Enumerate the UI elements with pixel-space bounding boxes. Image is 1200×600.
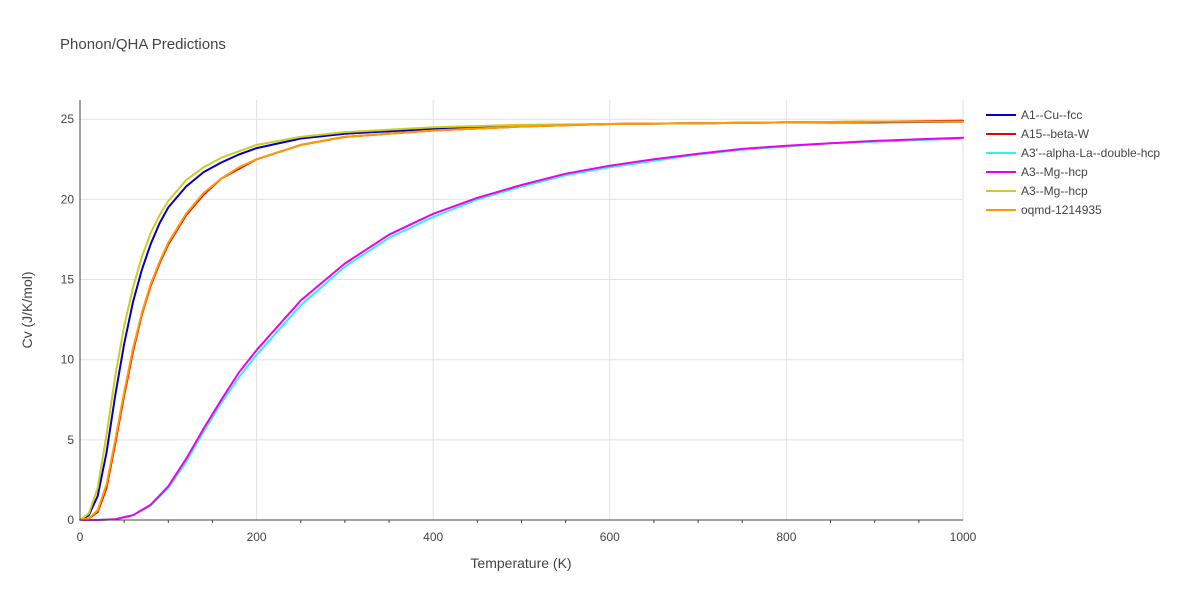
series-line-5	[79, 120, 964, 521]
legend-label-3[interactable]: A3'--alpha-La--double-hcp	[1021, 146, 1160, 160]
legend-label-4[interactable]: A3--Mg--hcp	[1021, 165, 1088, 179]
x-tick-label: 800	[776, 530, 796, 544]
chart-title: Phonon/QHA Predictions	[60, 36, 226, 53]
y-tick-label: 25	[61, 112, 75, 126]
y-tick-label: 0	[67, 513, 74, 527]
y-tick-label: 20	[61, 192, 75, 206]
x-tick-label: 600	[600, 530, 620, 544]
y-axis-title: Cv (J/K/mol)	[19, 272, 35, 349]
x-tick-label: 400	[423, 530, 443, 544]
x-tick-label: 0	[77, 530, 84, 544]
legend-layer: A1--Cu--fcc A15--beta-W A3'--alpha-La--dou…	[986, 108, 1160, 217]
x-tick-label: 200	[247, 530, 267, 544]
legend-label-2[interactable]: A15--beta-W	[1021, 127, 1090, 141]
series-line-4	[79, 136, 964, 521]
series-line-2	[79, 119, 964, 521]
y-tick-label: 5	[67, 433, 74, 447]
series-line-3	[79, 137, 964, 521]
grid-layer	[80, 100, 964, 520]
x-tick-label: 1000	[950, 530, 977, 544]
y-tick-label: 10	[61, 353, 75, 367]
y-tick-label: 15	[61, 273, 75, 287]
series-line-6	[79, 120, 964, 521]
legend-label-6[interactable]: oqmd-1214935	[1021, 203, 1102, 217]
series-layer	[79, 119, 964, 521]
legend-label-1[interactable]: A1--Cu--fcc	[1021, 108, 1082, 122]
legend-label-5[interactable]: A3--Mg--hcp	[1021, 184, 1088, 198]
axis-layer: 0 200 400 600 800 1000 0 5 10 15 20 25	[61, 100, 977, 544]
x-axis-title: Temperature (K)	[470, 555, 571, 571]
series-line-1	[79, 120, 964, 521]
